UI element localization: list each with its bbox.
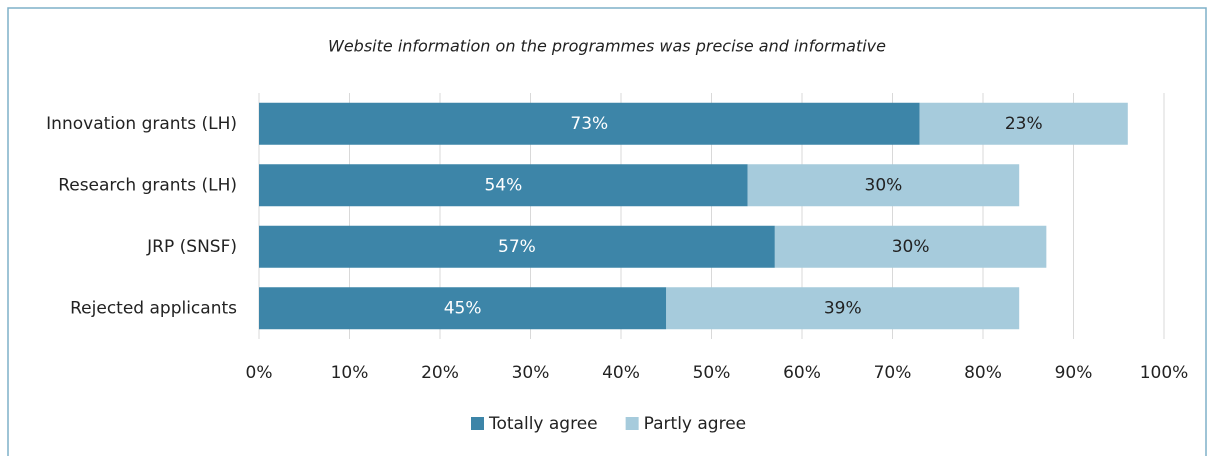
legend-swatch	[471, 417, 484, 430]
bar-segment	[259, 102, 920, 145]
bar-segment	[259, 287, 667, 330]
x-tick-label: 80%	[964, 363, 1002, 383]
x-tick-label: 60%	[783, 363, 821, 383]
data-label: 23%	[1005, 114, 1043, 134]
y-tick-label: Innovation grants (LH)	[46, 114, 237, 134]
data-label: 30%	[892, 237, 930, 257]
y-tick-label: Research grants (LH)	[58, 175, 237, 195]
frame	[7, 7, 1207, 456]
bar-segment	[259, 225, 775, 268]
x-tick-label: 90%	[1055, 363, 1093, 383]
y-tick-label: JRP (SNSF)	[146, 237, 237, 257]
data-label: 45%	[444, 298, 482, 318]
x-tick-label: 10%	[331, 363, 369, 383]
data-label: 30%	[865, 175, 903, 195]
bar-segment	[919, 102, 1128, 145]
bar-segment	[666, 287, 1020, 330]
x-tick-label: 20%	[421, 363, 459, 383]
x-tick-label: 30%	[512, 363, 550, 383]
bar-segment	[774, 225, 1047, 268]
chart-title: Website information on the programmes wa…	[328, 37, 886, 56]
legend-label: Totally agree	[488, 414, 598, 434]
bar-segment	[747, 164, 1020, 207]
x-tick-label: 40%	[602, 363, 640, 383]
data-label: 57%	[498, 237, 536, 257]
legend-label: Partly agree	[644, 414, 747, 434]
y-tick-label: Rejected applicants	[70, 298, 237, 318]
data-label: 54%	[484, 175, 522, 195]
bar-segment	[259, 164, 748, 207]
x-tick-label: 70%	[874, 363, 912, 383]
x-tick-label: 100%	[1140, 363, 1189, 383]
data-label: 73%	[570, 114, 608, 134]
x-tick-label: 50%	[693, 363, 731, 383]
legend-swatch	[625, 417, 639, 430]
data-label: 39%	[824, 298, 862, 318]
x-tick-label: 0%	[246, 363, 273, 383]
